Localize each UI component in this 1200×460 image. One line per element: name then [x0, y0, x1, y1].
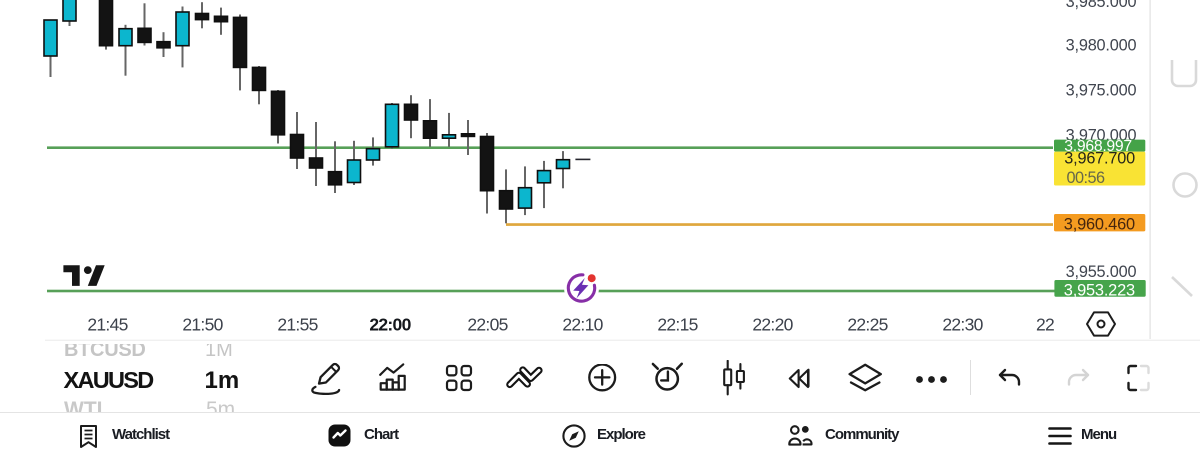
svg-text:22:25: 22:25 — [847, 315, 887, 335]
svg-text:3,960.460: 3,960.460 — [1064, 215, 1135, 233]
svg-text:3,955.000: 3,955.000 — [1066, 263, 1137, 281]
svg-text:21:50: 21:50 — [182, 315, 223, 335]
svg-text:3,953.223: 3,953.223 — [1064, 281, 1135, 299]
svg-text:22:15: 22:15 — [657, 315, 697, 335]
svg-text:21:55: 21:55 — [277, 315, 317, 335]
svg-text:3,968.997: 3,968.997 — [1064, 138, 1132, 155]
svg-text:22:05: 22:05 — [467, 315, 507, 335]
svg-text:21:45: 21:45 — [87, 315, 127, 335]
svg-text:3,975.000: 3,975.000 — [1066, 82, 1137, 100]
svg-text:3,967.700: 3,967.700 — [1064, 149, 1135, 167]
svg-text:22:00: 22:00 — [369, 315, 411, 335]
svg-text:22: 22 — [1036, 315, 1054, 335]
svg-text:22:20: 22:20 — [752, 315, 793, 335]
svg-text:22:30: 22:30 — [942, 315, 983, 335]
svg-text:00:56: 00:56 — [1067, 169, 1105, 187]
svg-text:3,980.000: 3,980.000 — [1066, 37, 1137, 55]
svg-text:22:10: 22:10 — [562, 315, 603, 335]
svg-text:3,985.000: 3,985.000 — [1066, 0, 1137, 11]
